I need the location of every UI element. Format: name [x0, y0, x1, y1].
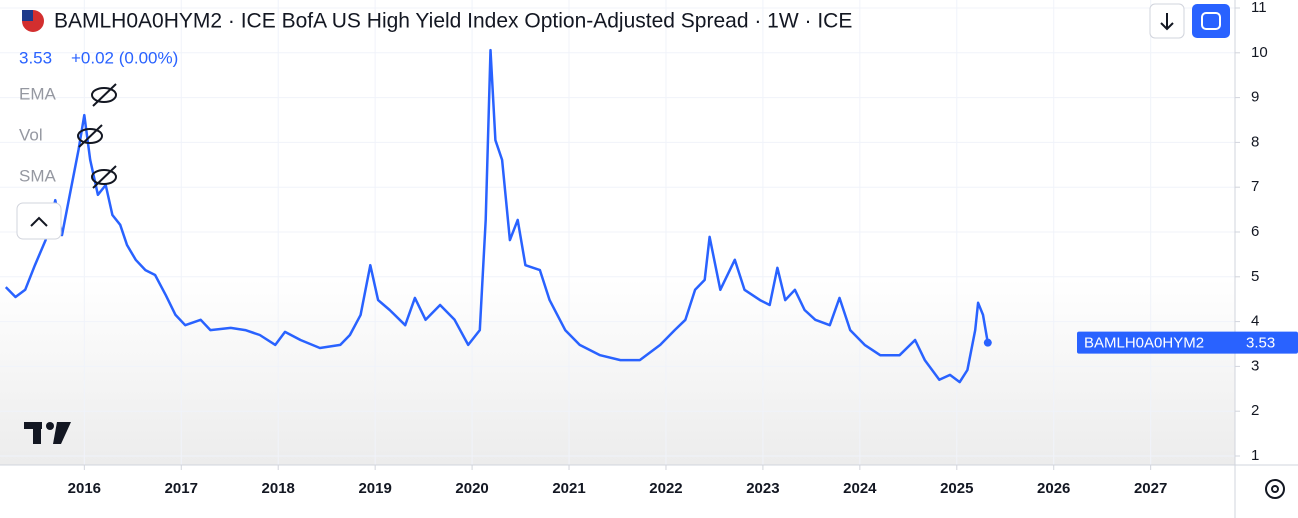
x-tick-label: 2017: [165, 480, 198, 497]
chart-title: BAMLH0A0HYM2 · ICE BofA US High Yield In…: [54, 10, 852, 33]
y-tick-label: 1: [1251, 447, 1259, 464]
settings-icon[interactable]: [1265, 479, 1285, 499]
y-tick-label: 10: [1251, 44, 1268, 61]
price-tag: [1077, 331, 1298, 354]
y-tick-label: 6: [1251, 223, 1259, 240]
y-tick-label: 4: [1251, 313, 1259, 330]
price-tag-value: 3.53: [1246, 335, 1275, 352]
y-tick-label: 5: [1251, 268, 1259, 285]
x-tick-label: 2024: [843, 480, 877, 497]
y-tick-label: 7: [1251, 178, 1259, 195]
plot: [4, 48, 992, 384]
fullscreen-button[interactable]: [1192, 4, 1230, 38]
x-tick-label: 2023: [746, 480, 779, 497]
last-point: [983, 338, 992, 347]
settings-icon-center: [1271, 485, 1279, 493]
change: +0.02 (0.00%): [71, 48, 178, 67]
flag-canton: [22, 10, 33, 21]
y-tick-label: 8: [1251, 133, 1259, 150]
x-tick-label: 2027: [1134, 480, 1167, 497]
axes: 1 2 3 4 5 6 7 8 9 10 11 2016 2017 2018 2019 2020 2021 202…: [68, 0, 1298, 497]
hidden-icons: [77, 83, 117, 189]
price-tag-name: BAMLH0A0HYM2: [1084, 335, 1204, 352]
collapse-button[interactable]: [16, 202, 62, 240]
x-tick-label: 2016: [68, 480, 101, 497]
series-line: [4, 48, 990, 384]
y-tick-label: 2: [1251, 402, 1259, 419]
x-tick-label: 2019: [358, 480, 391, 497]
y-tick-label: 9: [1251, 89, 1259, 106]
download-icon: [1160, 13, 1174, 31]
fullscreen-icon: [1201, 12, 1221, 30]
grid: [0, 0, 1235, 465]
x-tick-label: 2022: [649, 480, 682, 497]
x-tick-label: 2025: [940, 480, 973, 497]
x-tick-label: 2021: [552, 480, 585, 497]
x-tick-label: 2020: [455, 480, 488, 497]
x-tick-label: 2018: [262, 480, 295, 497]
indicator-label: SMA: [19, 166, 57, 185]
y-tick-label: 11: [1251, 0, 1267, 16]
last-value: 3.53: [19, 48, 52, 67]
collapse-icon: [30, 216, 48, 227]
x-tick-label: 2026: [1037, 480, 1070, 497]
tv-logo: [24, 422, 71, 444]
y-tick-label: 3: [1251, 357, 1259, 374]
indicator-label: EMA: [19, 84, 57, 103]
indicator-label: Vol: [19, 125, 43, 144]
